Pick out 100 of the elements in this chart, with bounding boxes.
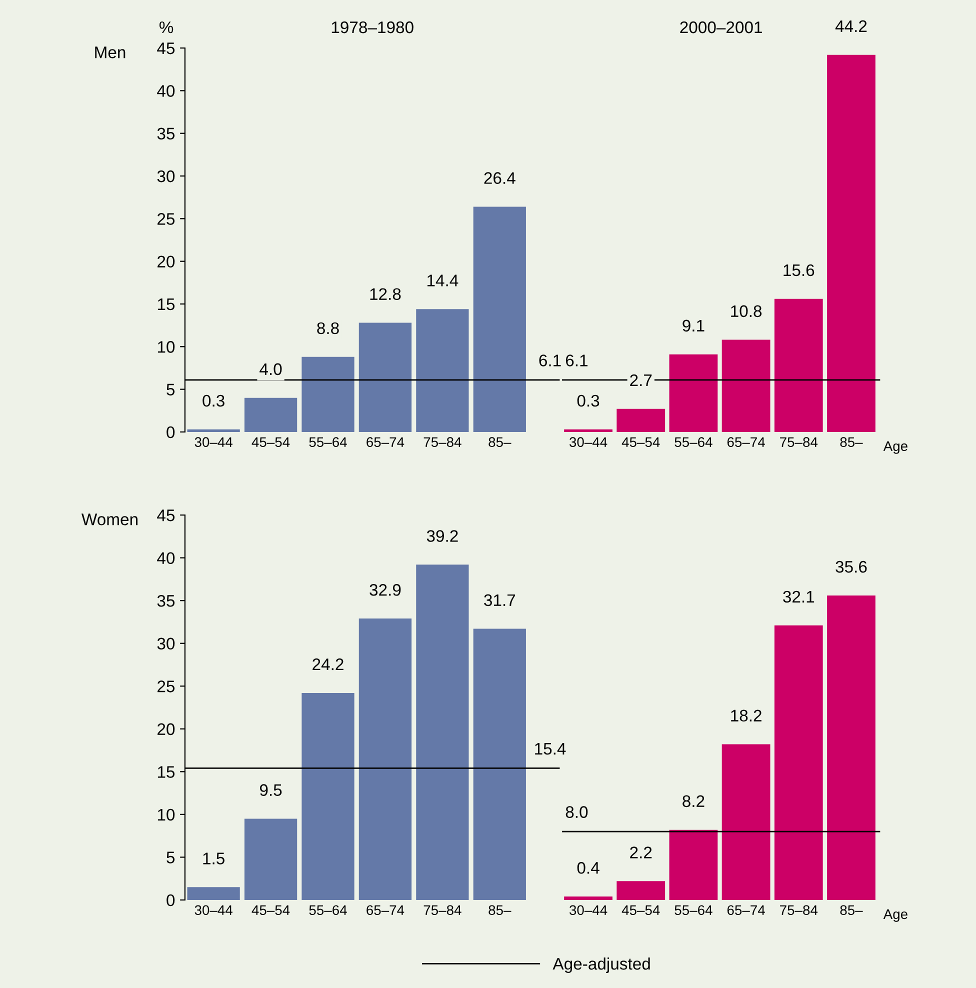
y-tick-label: 15 — [158, 766, 175, 778]
y-tick-label: 40 — [157, 85, 175, 97]
data-label: 14.4 — [427, 274, 458, 286]
chart-title: 1978–1980 — [332, 21, 414, 34]
data-label: 44.2 — [835, 20, 867, 32]
bar — [722, 340, 770, 432]
data-label: 18.2 — [731, 710, 762, 722]
bar — [827, 54, 876, 432]
y-tick-label: 5 — [166, 384, 175, 396]
data-label: 32.9 — [370, 584, 401, 596]
y-tick-label: 0 — [166, 894, 175, 906]
x-tick-label: 85– — [840, 437, 863, 448]
x-tick-label: 75–84 — [424, 437, 462, 448]
x-axis-title: Age — [883, 441, 908, 454]
bar — [244, 398, 298, 432]
bar — [416, 309, 469, 432]
y-tick-label: 35 — [157, 594, 175, 607]
y-tick-label: 35 — [157, 128, 175, 140]
bar — [564, 896, 612, 900]
y-tick-label: 45 — [157, 42, 175, 54]
bar — [187, 887, 240, 900]
y-tick-label: 10 — [158, 808, 175, 821]
x-tick-label: 45–54 — [252, 905, 290, 916]
y-tick-label: 0 — [166, 426, 175, 438]
bar — [358, 322, 412, 432]
x-tick-label: 65–74 — [366, 437, 404, 448]
x-tick-label: 75–84 — [424, 905, 462, 916]
y-tick-label: 25 — [158, 213, 175, 225]
x-tick-label: 45–54 — [622, 905, 660, 916]
x-tick-label: 30–44 — [194, 905, 232, 916]
y-tick-label: 30 — [157, 638, 175, 650]
data-label: 10.8 — [731, 305, 762, 318]
y-tick-label: 40 — [157, 552, 175, 564]
text: Men — [95, 46, 126, 58]
bar — [669, 354, 718, 432]
y-tick-label: 5 — [166, 852, 175, 864]
data-label: 31.7 — [484, 594, 516, 606]
bar — [187, 429, 240, 432]
data-label: 35.6 — [836, 560, 867, 573]
x-tick-label: 85– — [488, 905, 512, 916]
data-label: 2.2 — [630, 846, 652, 858]
x-tick-label: 85– — [840, 905, 863, 916]
x-tick-label: 55–64 — [309, 905, 347, 916]
data-label: 32.1 — [783, 590, 814, 603]
x-tick-label: 30–44 — [569, 437, 608, 448]
bar — [358, 618, 412, 900]
y-tick-label: 25 — [158, 680, 175, 692]
bar — [302, 356, 354, 432]
chart-title: 2000–2001 — [680, 21, 762, 34]
x-tick-label: 85– — [488, 437, 512, 448]
bar — [774, 625, 823, 900]
data-label: 9.5 — [260, 784, 282, 796]
data-label: 39.2 — [426, 530, 458, 542]
data-label: 24.2 — [312, 658, 344, 670]
x-tick-label: 30–44 — [569, 905, 608, 916]
legend-title: Age-adjusted — [552, 957, 650, 973]
y-tick-label: 45 — [157, 510, 175, 522]
bar — [616, 408, 666, 432]
x-tick-label: 65–74 — [727, 905, 765, 916]
x-tick-label: 65–74 — [366, 905, 404, 916]
x-tick-label: 45–54 — [622, 437, 660, 448]
y-axis-title: % — [159, 21, 174, 34]
x-tick-label: 30–44 — [194, 437, 232, 448]
x-tick-label: 55–64 — [309, 437, 347, 448]
bar — [473, 206, 526, 432]
x-tick-label: 65–74 — [727, 437, 765, 448]
data-label: 12.8 — [370, 288, 401, 300]
bar — [302, 692, 354, 900]
ref-line-label: 6.1 — [539, 354, 561, 366]
y-tick-label: 30 — [157, 170, 175, 182]
bar — [722, 744, 770, 900]
text: Women — [82, 514, 138, 526]
bar — [416, 564, 469, 900]
data-label: 26.4 — [484, 172, 516, 184]
ref-line-label: 8.0 — [566, 806, 588, 818]
data-label: 4.0 — [260, 363, 282, 376]
data-label: 2.7 — [630, 374, 652, 386]
bar — [564, 429, 612, 432]
ref-line-label: 6.1 — [566, 354, 588, 366]
data-label: 0.3 — [202, 394, 224, 407]
x-tick-label: 75–84 — [780, 905, 818, 916]
data-label: 15.6 — [784, 264, 814, 276]
y-tick-label: 15 — [158, 298, 175, 310]
bar — [616, 881, 666, 900]
data-label: 9.1 — [682, 320, 704, 332]
bar — [669, 830, 718, 900]
ref-line-label: 15.4 — [535, 743, 566, 755]
x-axis-title: Age — [883, 909, 908, 922]
x-tick-label: 55–64 — [674, 437, 712, 448]
bar — [473, 628, 526, 900]
bar — [827, 595, 876, 900]
data-label: 0.4 — [577, 862, 600, 874]
x-tick-label: 45–54 — [252, 437, 290, 448]
y-tick-label: 20 — [158, 256, 175, 268]
data-label: 8.8 — [317, 322, 339, 334]
data-label: 1.5 — [203, 852, 224, 864]
data-label: 0.3 — [577, 394, 600, 407]
x-tick-label: 75–84 — [780, 437, 818, 448]
bar — [774, 298, 823, 432]
y-tick-label: 10 — [158, 341, 175, 353]
